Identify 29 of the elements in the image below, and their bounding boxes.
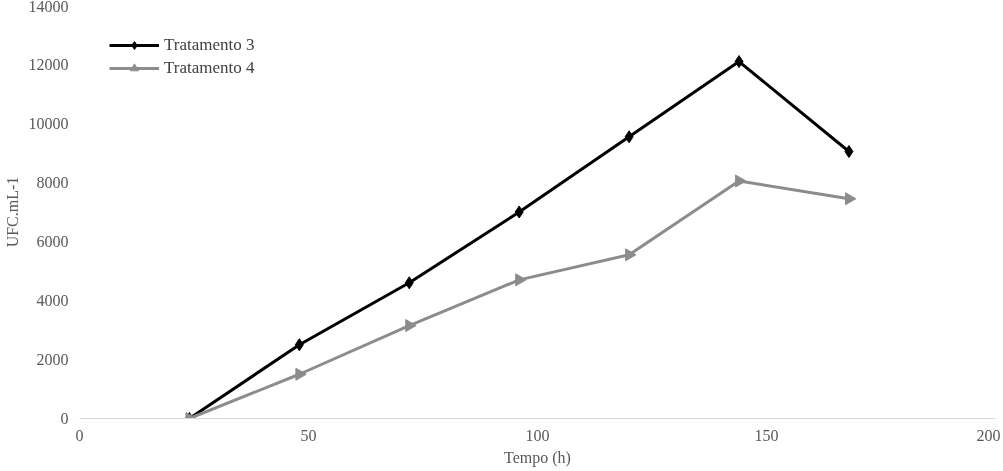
y-tick-label: 0 bbox=[60, 410, 69, 427]
point bbox=[515, 273, 527, 287]
point bbox=[294, 338, 304, 352]
y-axis-title: UFC.mL-1 bbox=[3, 176, 21, 248]
point bbox=[404, 276, 414, 290]
y-tick-label: 8000 bbox=[36, 174, 69, 191]
point bbox=[625, 248, 637, 262]
point bbox=[735, 174, 747, 188]
y-tick-label: 10000 bbox=[28, 115, 69, 132]
x-tick-label: 0 bbox=[75, 426, 84, 444]
point bbox=[295, 367, 307, 381]
legend-label: Tratamento 4 bbox=[164, 58, 255, 78]
point bbox=[844, 145, 854, 159]
y-tick-label: 14000 bbox=[28, 0, 69, 15]
x-axis-title: Tempo (h) bbox=[504, 448, 571, 467]
point bbox=[844, 192, 857, 206]
point bbox=[734, 55, 744, 69]
x-tick-label: 150 bbox=[754, 426, 779, 444]
point bbox=[405, 319, 417, 333]
x-tick-label: 50 bbox=[300, 426, 317, 444]
point bbox=[624, 130, 634, 144]
x-tick-label: 200 bbox=[976, 426, 1001, 444]
legend-label: Tratamento 3 bbox=[164, 35, 255, 55]
y-tick-label: 4000 bbox=[36, 292, 69, 309]
y-tick-label: 12000 bbox=[28, 56, 69, 73]
x-tick-label: 100 bbox=[525, 426, 550, 444]
point bbox=[514, 205, 524, 219]
y-tick-label: 6000 bbox=[36, 233, 69, 250]
y-tick-label: 2000 bbox=[36, 351, 69, 368]
